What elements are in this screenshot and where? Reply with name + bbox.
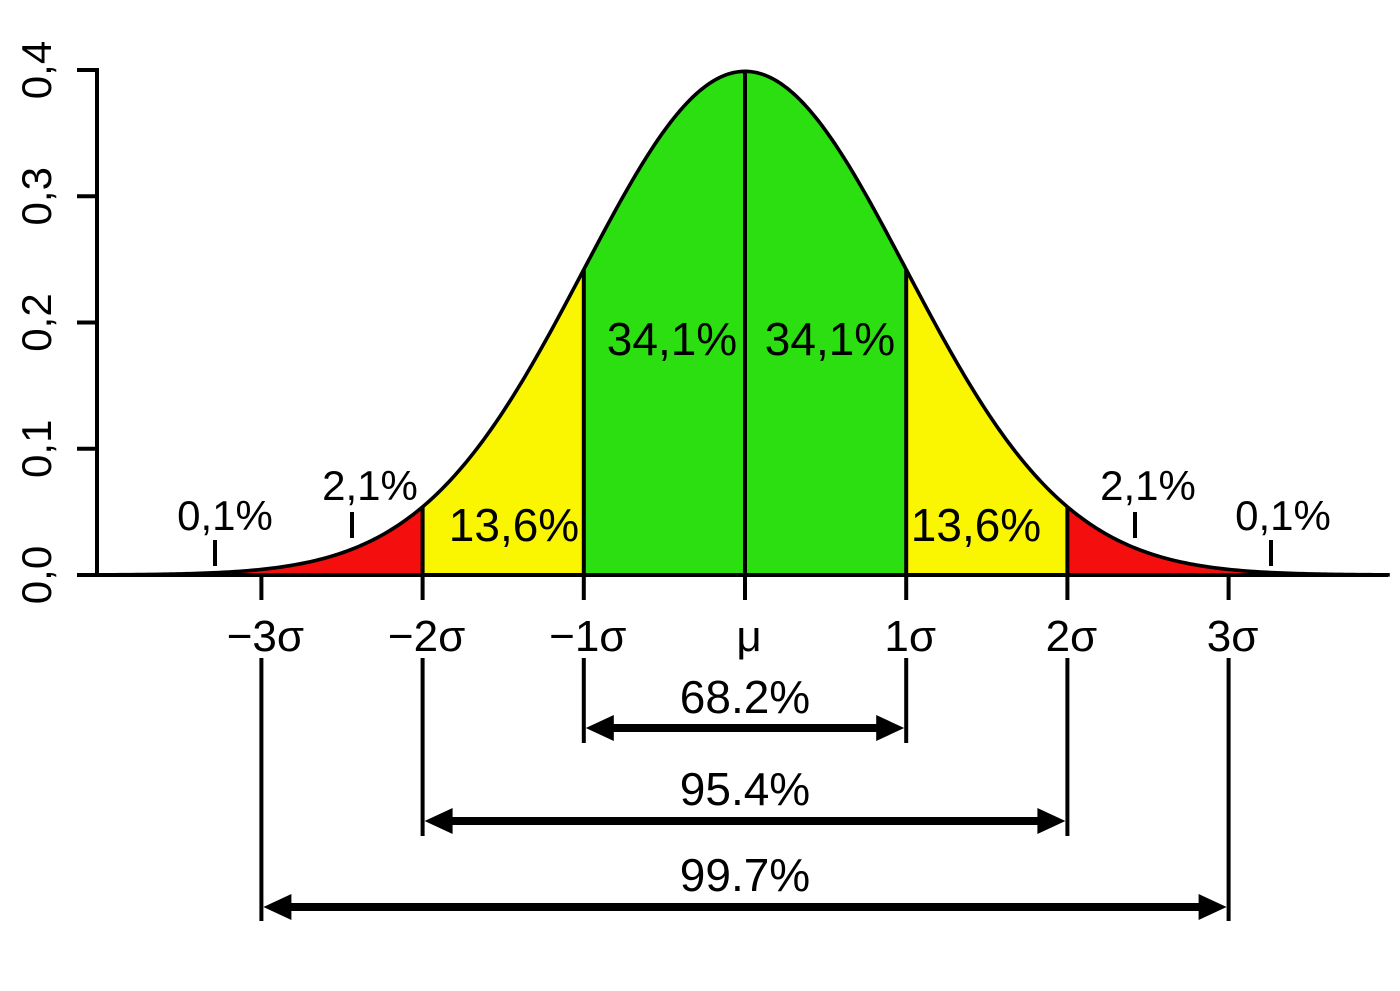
- x-tick-label: −1σ: [549, 612, 626, 661]
- x-tick-label: −2σ: [388, 612, 465, 661]
- x-tick-label: −3σ: [227, 612, 304, 661]
- arrow-head-left-icon: [263, 894, 292, 920]
- normal-curve: [100, 69, 1390, 577]
- arrow-head-right-icon: [1037, 808, 1066, 834]
- band-label: 13,6%: [449, 499, 579, 551]
- band-labels: 0,1% 2,1% 13,6% 34,1% 34,1% 13,6% 2,1% 0,1%: [177, 313, 1331, 566]
- band-fill-red-1: [180, 506, 423, 575]
- y-tick-label: 0,3: [13, 167, 60, 225]
- x-tick-label: 3σ: [1207, 612, 1259, 661]
- span-arrow-label: 95.4%: [680, 763, 810, 815]
- x-tick-label: 1σ: [884, 612, 936, 661]
- band-label: 34,1%: [765, 313, 895, 365]
- x-axis-ticks: −3σ −2σ −1σ μ 1σ 2σ 3σ: [227, 577, 1259, 661]
- span-arrow-label: 99.7%: [680, 849, 810, 901]
- band-label: 2,1%: [322, 462, 418, 509]
- x-tick-label: 2σ: [1046, 612, 1098, 661]
- span-arrow: 68.2%: [581, 658, 909, 743]
- band-label: 34,1%: [607, 313, 737, 365]
- arrow-head-right-icon: [876, 715, 905, 741]
- span-arrow: 99.7%: [259, 658, 1231, 921]
- x-tick-label: μ: [736, 612, 761, 661]
- arrow-head-right-icon: [1198, 894, 1227, 920]
- span-arrow-label: 68.2%: [680, 671, 810, 723]
- y-tick-label: 0,0: [13, 546, 60, 604]
- y-tick-label: 0,1: [13, 420, 60, 478]
- band-label: 0,1%: [177, 492, 273, 539]
- band-dividers: [420, 71, 1070, 575]
- band-label: 0,1%: [1235, 492, 1331, 539]
- y-axis-ticks: 0,0 0,1 0,2 0,3 0,4: [13, 41, 97, 604]
- band-label: 2,1%: [1100, 462, 1196, 509]
- band-fill-red-6: [1067, 506, 1310, 575]
- band-label: 13,6%: [911, 499, 1041, 551]
- arrow-head-left-icon: [585, 715, 614, 741]
- span-arrows: 68.2% 95.4% 99.7%: [259, 658, 1231, 921]
- y-tick-label: 0,4: [13, 41, 60, 99]
- y-tick-label: 0,2: [13, 293, 60, 351]
- arrow-head-left-icon: [424, 808, 453, 834]
- span-arrow: 95.4%: [420, 658, 1070, 836]
